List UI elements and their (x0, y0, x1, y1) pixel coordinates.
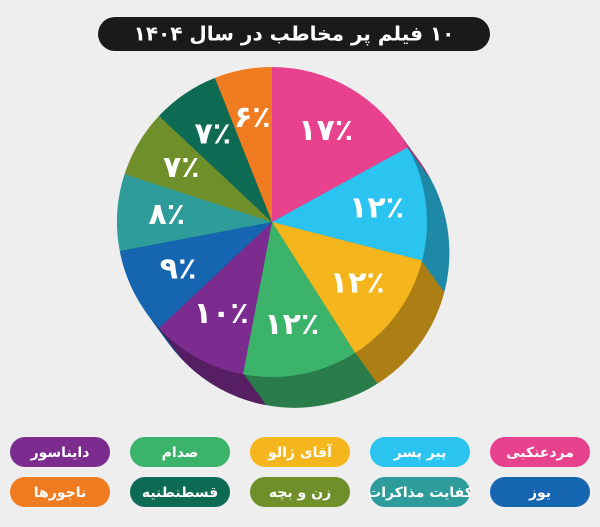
slice (214, 67, 272, 222)
value-label: ۸٪ (148, 197, 185, 232)
value-label: ۶٪ (234, 100, 271, 135)
slice (272, 67, 408, 222)
legend-label: قسطنطنیه (142, 485, 218, 501)
slice (119, 222, 272, 329)
title-bar (98, 17, 490, 51)
legend-swatch (10, 437, 110, 467)
chart-title: ۱۰ فیلم پر مخاطب در سال ۱۴۰۴ (134, 22, 455, 47)
legend-swatch (130, 477, 230, 507)
legend-label: آقای ژالو (267, 443, 333, 461)
legend-swatch (10, 477, 110, 507)
value-label: ۱۲٪ (264, 307, 319, 342)
value-label: ۱۷٪ (298, 113, 353, 148)
legend-swatch (250, 477, 350, 507)
legend-label: مردعنکبی (506, 445, 574, 461)
value-label: ۷٪ (194, 116, 231, 151)
value-label: ۷٪ (163, 150, 200, 185)
legend: مردعنکبی پیر پسر آقای ژالو صدام دایناسور یوز ک… (10, 437, 590, 507)
slice (117, 174, 272, 252)
value-label: ۱۲٪ (349, 190, 404, 225)
legend-label: پیر پسر (393, 445, 447, 461)
slice (272, 147, 428, 261)
value-label: ۹٪ (160, 251, 197, 286)
legend-swatch (490, 477, 590, 507)
legend-label: کفایت مذاکرات (367, 485, 474, 501)
value-label: ۱۲٪ (330, 265, 385, 300)
slice (159, 222, 272, 375)
legend-swatch (370, 477, 470, 507)
legend-label: زن و بچه (269, 485, 331, 501)
slice (124, 115, 272, 222)
legend-label: دایناسور (30, 445, 90, 461)
pie: ۱۷٪۱۲٪۱۲٪۱۲٪۱۰٪۹٪۸٪۷٪۷٪ ۶٪ (117, 67, 428, 377)
value-label: ۱۰٪ (194, 296, 249, 331)
legend-swatch (370, 437, 470, 467)
legend-swatch (250, 437, 350, 467)
slice (242, 222, 356, 377)
legend-label: صدام (162, 445, 199, 461)
legend-swatch (130, 437, 230, 467)
slice (159, 77, 272, 222)
legend-label: ناجورها (34, 485, 86, 501)
legend-swatch (490, 437, 590, 467)
slice (272, 222, 423, 353)
legend-label: یوز (528, 485, 551, 501)
